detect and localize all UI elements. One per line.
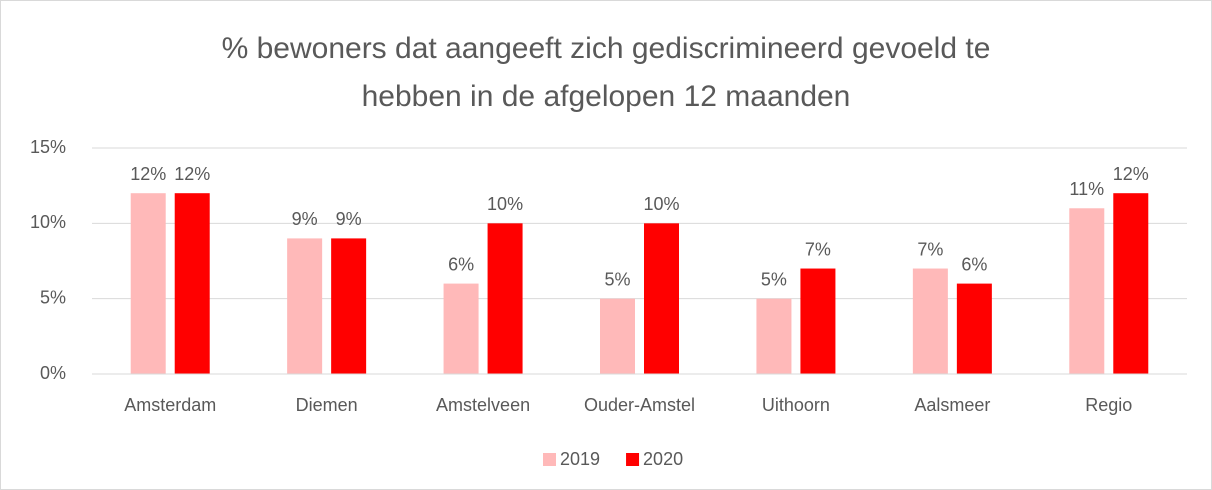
bar	[644, 223, 679, 374]
value-label: 11%	[1069, 179, 1104, 199]
value-label: 5%	[761, 269, 787, 289]
value-label: 6%	[961, 254, 987, 274]
legend-swatch	[626, 453, 640, 466]
chart-title: hebben in de afgelopen 12 maanden	[362, 80, 851, 113]
legend-swatch	[543, 453, 556, 466]
legend-label: 2019	[560, 449, 600, 469]
y-tick-label: 10%	[30, 212, 66, 232]
bar	[956, 283, 992, 374]
x-tick-label: Regio	[1085, 395, 1132, 415]
y-tick-label: 0%	[40, 363, 66, 383]
bar	[443, 283, 479, 374]
value-label: 9%	[292, 209, 318, 229]
value-label: 6%	[448, 254, 474, 274]
value-label: 12%	[130, 164, 166, 184]
x-tick-label: Amsterdam	[124, 395, 216, 415]
x-tick-label: Aalsmeer	[914, 395, 990, 415]
bar	[1069, 208, 1105, 374]
bar	[1113, 193, 1149, 374]
y-tick-label: 15%	[30, 137, 66, 157]
value-label: 12%	[174, 164, 210, 184]
bar	[487, 223, 523, 374]
bar	[800, 268, 836, 374]
x-tick-label: Amstelveen	[436, 395, 530, 415]
value-label: 7%	[917, 239, 943, 259]
bar	[130, 193, 166, 374]
x-tick-label: Ouder-Amstel	[584, 395, 695, 415]
bar	[287, 238, 323, 374]
value-label: 9%	[336, 209, 362, 229]
chart-title: % bewoners dat aangeeft zich gediscrimin…	[222, 32, 991, 65]
value-label: 5%	[604, 269, 630, 289]
bar	[331, 238, 367, 374]
value-label: 10%	[643, 194, 679, 214]
bar	[600, 298, 635, 374]
value-label: 10%	[487, 194, 523, 214]
bar	[912, 268, 948, 374]
y-tick-label: 5%	[40, 287, 66, 307]
legend-label: 2020	[643, 449, 683, 469]
value-label: 12%	[1113, 164, 1149, 184]
x-tick-label: Diemen	[296, 395, 358, 415]
value-label: 7%	[805, 239, 831, 259]
bar	[174, 193, 210, 374]
x-tick-label: Uithoorn	[762, 395, 830, 415]
bar	[756, 298, 792, 374]
